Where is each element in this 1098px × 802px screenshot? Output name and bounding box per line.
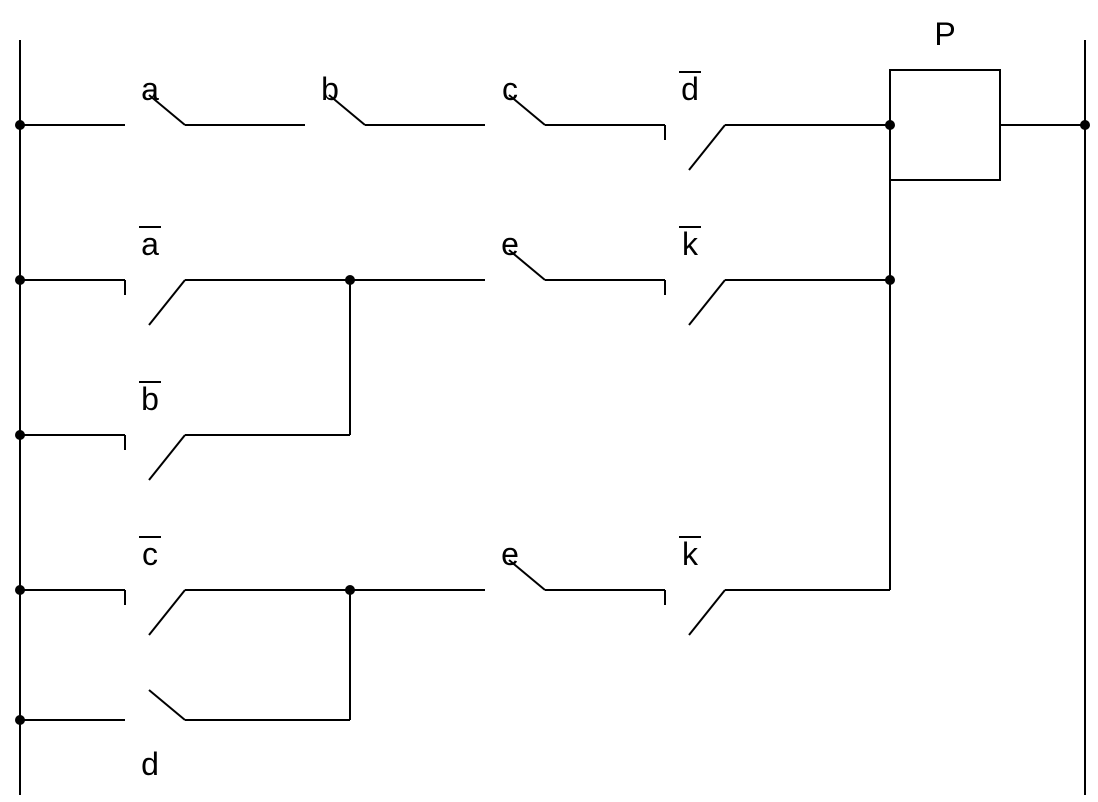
contact-k_2: k — [605, 536, 785, 635]
contact-label: e — [501, 536, 519, 572]
junction-node — [345, 275, 355, 285]
junction-node — [15, 585, 25, 595]
contact-b_: b — [65, 381, 245, 480]
junction-node — [885, 275, 895, 285]
junction-node — [15, 120, 25, 130]
contact-a_: a — [65, 226, 245, 325]
output-label: P — [934, 16, 955, 52]
contact-c: c — [425, 71, 605, 125]
junction-node — [345, 585, 355, 595]
junction-node — [15, 430, 25, 440]
contact-e1: e — [425, 226, 605, 280]
contact-label: k — [682, 536, 699, 572]
contact-label: c — [502, 71, 518, 107]
contact-label: e — [501, 226, 519, 262]
contact-k_1: k — [605, 226, 785, 325]
contact-d_: d — [605, 71, 785, 170]
ladder-diagram: a b c d a e k b c e k d P — [0, 0, 1098, 802]
output-block — [890, 70, 1000, 180]
contact-e2: e — [425, 536, 605, 590]
contact-a: a — [65, 71, 245, 125]
contact-b: b — [245, 71, 425, 125]
junction-node — [1080, 120, 1090, 130]
contact-label: d — [141, 746, 159, 782]
contact-d: d — [65, 690, 245, 782]
contact-label: b — [321, 71, 339, 107]
contact-label: a — [141, 226, 159, 262]
contact-label: d — [681, 71, 699, 107]
contact-label: b — [141, 381, 159, 417]
junction-node — [885, 120, 895, 130]
junction-node — [15, 275, 25, 285]
contact-label: a — [141, 71, 159, 107]
contact-label: c — [142, 536, 158, 572]
contact-label: k — [682, 226, 699, 262]
junction-node — [15, 715, 25, 725]
contact-c_: c — [65, 536, 245, 635]
